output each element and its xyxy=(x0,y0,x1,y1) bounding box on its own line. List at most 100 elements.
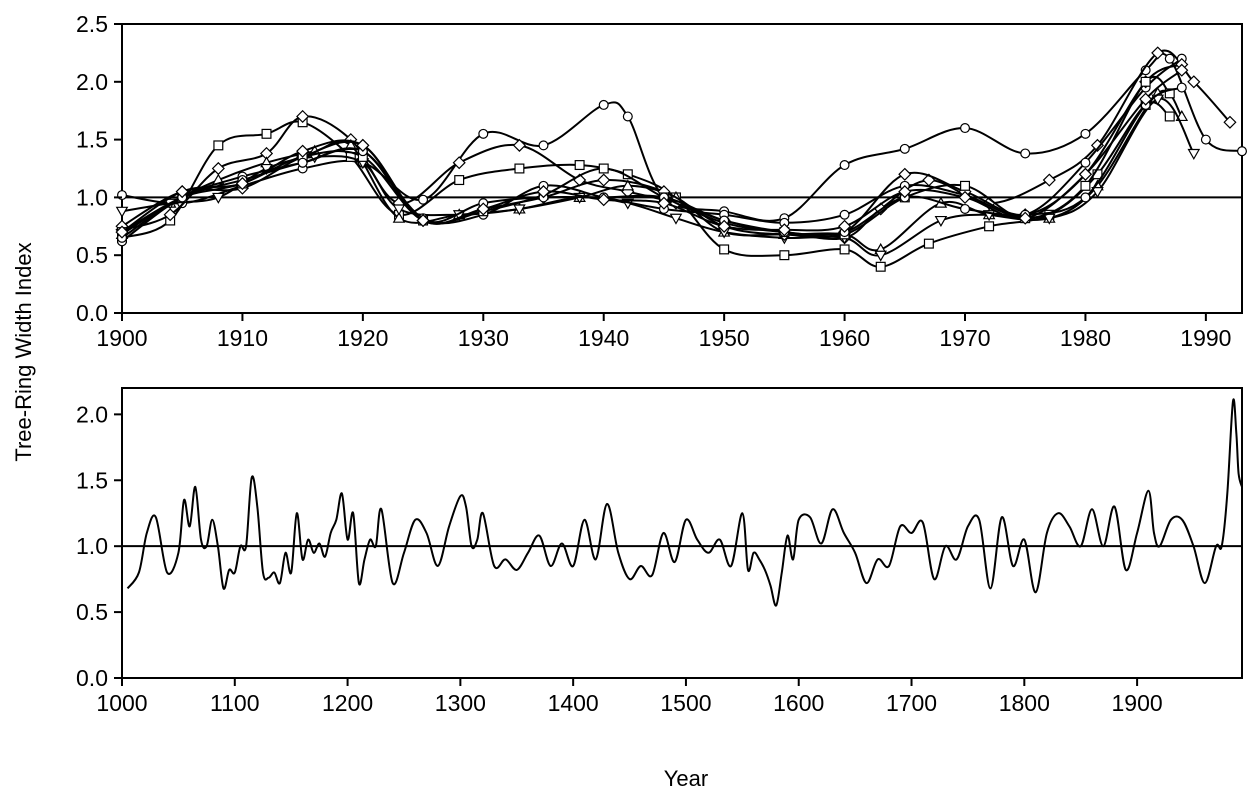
top-series-10-point-15 xyxy=(1018,211,1032,225)
top-series-5-point-0 xyxy=(115,206,129,218)
top-series-1-point-6 xyxy=(478,128,489,139)
bottom-x-tick-label-1: 1100 xyxy=(210,690,259,716)
top-series-1-point-15 xyxy=(960,123,971,134)
top-x-tick-label-2: 1920 xyxy=(337,325,388,351)
bottom-y-tick-label-1: 0.5 xyxy=(76,599,108,625)
top-y-tick-label-0: 0.0 xyxy=(76,300,108,326)
bottom-y-tick-label-2: 1.0 xyxy=(76,533,108,559)
x-axis-title: Year xyxy=(664,766,708,791)
top-series-2-point-12 xyxy=(719,244,730,255)
bottom-panel: 1000 1100 1200 1300 1400 1500 1600 1700 1800 1900… xyxy=(76,387,1243,716)
top-panel: 1900 1910 1920 1930 1940 1950 1960 1970 1980 1990… xyxy=(76,11,1247,351)
top-series-line-5 xyxy=(121,97,1195,257)
top-x-tick-label-6: 1960 xyxy=(819,325,870,351)
bottom-y-tick-label-4: 2.0 xyxy=(76,401,108,427)
top-series-3-point-20 xyxy=(1151,46,1165,60)
bottom-plot-frame xyxy=(121,387,1243,679)
top-series-2-point-9 xyxy=(574,160,585,171)
top-series-1-point-16 xyxy=(1020,148,1031,159)
bottom-x-tick-label-9: 1900 xyxy=(1112,690,1163,716)
bottom-y-tick-label-0: 0.0 xyxy=(76,665,108,691)
top-series-2-point-16 xyxy=(923,238,934,249)
bottom-x-tick-label-8: 1800 xyxy=(999,690,1050,716)
bottom-x-tick-label-0: 1000 xyxy=(96,690,147,716)
top-series-10-point-11 xyxy=(777,223,791,237)
top-series-7-point-13 xyxy=(898,167,912,181)
top-series-6-point-12 xyxy=(839,209,850,220)
top-series-10-point-6 xyxy=(476,202,490,216)
top-y-tick-label-4: 2.0 xyxy=(76,69,108,95)
top-series-5-point-2 xyxy=(212,192,225,204)
top-series-line-4 xyxy=(121,89,1183,252)
top-series-4-point-10 xyxy=(621,179,635,191)
top-axis-ticks: 1900 1910 1920 1930 1940 1950 1960 1970 1980 1990… xyxy=(76,11,1231,351)
top-x-tick-label-4: 1940 xyxy=(578,325,629,351)
top-series-9-point-3 xyxy=(297,157,308,168)
top-series-2-point-2 xyxy=(213,140,224,151)
top-series-5-point-16 xyxy=(934,215,948,228)
top-series-5-point-19 xyxy=(1091,187,1104,199)
top-series-10-point-17 xyxy=(1139,92,1153,106)
top-series-10-point-3 xyxy=(296,144,310,158)
top-series-1-point-17 xyxy=(1080,128,1091,139)
top-y-tick-label-5: 2.5 xyxy=(76,11,108,37)
top-y-tick-label-3: 1.5 xyxy=(76,127,108,153)
top-series-2-point-8 xyxy=(514,163,525,174)
top-x-tick-label-9: 1990 xyxy=(1180,325,1231,351)
top-series-9-point-18 xyxy=(1176,82,1187,93)
top-series-10-point-0 xyxy=(115,225,129,239)
top-series-2-point-7 xyxy=(454,175,465,186)
bottom-y-tick-label-3: 1.5 xyxy=(76,467,108,493)
top-series-2-point-13 xyxy=(779,250,790,261)
top-series-1-point-14 xyxy=(899,143,910,154)
top-series-1-point-5 xyxy=(418,194,429,205)
top-series-1-point-8 xyxy=(598,99,609,110)
top-series-10-point-9 xyxy=(657,196,671,210)
top-series-10-point-10 xyxy=(717,219,731,233)
top-series-2-point-3 xyxy=(261,128,272,139)
top-series-3-point-8 xyxy=(512,138,526,152)
top-series-9-point-14 xyxy=(960,203,971,214)
top-series-10-point-18 xyxy=(1175,63,1189,77)
top-series-5-point-21 xyxy=(1187,148,1201,160)
top-series-3-point-7 xyxy=(452,156,466,170)
top-series-8-point-18 xyxy=(1164,88,1175,99)
top-series-10-point-4 xyxy=(356,138,370,152)
top-series-8-point-17 xyxy=(1140,76,1151,87)
top-series-9-point-16 xyxy=(1080,192,1091,203)
top-x-tick-label-1: 1910 xyxy=(217,325,268,351)
bottom-series-group xyxy=(126,398,1243,607)
top-series-line-1 xyxy=(121,52,1243,222)
top-series-2-point-21 xyxy=(1164,111,1175,122)
bottom-series-line-1 xyxy=(126,398,1243,607)
top-series-4-point-6 xyxy=(392,211,406,223)
bottom-x-tick-label-6: 1600 xyxy=(773,690,824,716)
bottom-x-tick-label-2: 1200 xyxy=(322,690,373,716)
y-axis-title: Tree-Ring Width Index xyxy=(11,242,36,461)
top-series-5-point-6 xyxy=(392,204,406,216)
bottom-x-tick-label-5: 1500 xyxy=(660,690,711,716)
top-x-tick-label-3: 1930 xyxy=(458,325,509,351)
top-series-5-point-15 xyxy=(874,250,888,262)
top-x-tick-label-8: 1980 xyxy=(1060,325,1111,351)
top-series-line-8 xyxy=(121,75,1171,238)
top-series-8-point-14 xyxy=(960,180,971,191)
top-plot-frame xyxy=(121,23,1243,314)
top-x-tick-label-0: 1900 xyxy=(96,325,147,351)
top-series-6-point-16 xyxy=(1080,157,1091,168)
top-series-3-point-18 xyxy=(1042,173,1056,187)
top-series-group xyxy=(115,46,1247,272)
top-series-2-point-17 xyxy=(984,221,995,232)
top-series-10-point-16 xyxy=(1078,167,1093,181)
top-series-3-point-22 xyxy=(1223,115,1237,129)
top-series-5-point-11 xyxy=(669,213,683,225)
top-series-3-point-1 xyxy=(163,208,177,222)
top-series-1-point-19 xyxy=(1164,53,1175,64)
top-series-10-point-2 xyxy=(235,176,249,191)
top-x-tick-label-7: 1970 xyxy=(939,325,990,351)
top-x-tick-label-5: 1950 xyxy=(699,325,750,351)
top-series-1-point-7 xyxy=(538,140,549,151)
bottom-axis-ticks: 1000 1100 1200 1300 1400 1500 1600 1700 1800 1900… xyxy=(76,401,1163,716)
top-series-10-point-12 xyxy=(838,219,852,233)
